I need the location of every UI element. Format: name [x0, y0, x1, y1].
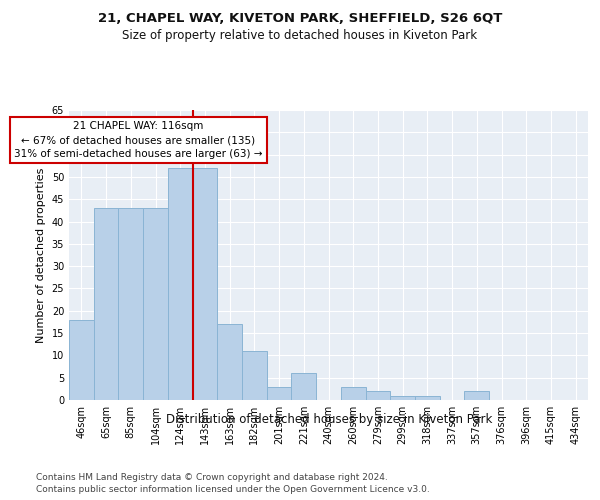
Bar: [390, 396, 415, 400]
Bar: [94, 208, 118, 400]
Text: Contains HM Land Registry data © Crown copyright and database right 2024.: Contains HM Land Registry data © Crown c…: [36, 472, 388, 482]
Bar: [464, 391, 489, 400]
Text: Distribution of detached houses by size in Kiveton Park: Distribution of detached houses by size …: [166, 412, 492, 426]
Bar: [217, 324, 242, 400]
Bar: [341, 386, 365, 400]
Bar: [242, 351, 267, 400]
Bar: [69, 320, 94, 400]
Bar: [415, 396, 440, 400]
Text: 21 CHAPEL WAY: 116sqm
← 67% of detached houses are smaller (135)
31% of semi-det: 21 CHAPEL WAY: 116sqm ← 67% of detached …: [14, 121, 262, 159]
Text: Contains public sector information licensed under the Open Government Licence v3: Contains public sector information licen…: [36, 485, 430, 494]
Y-axis label: Number of detached properties: Number of detached properties: [36, 168, 46, 342]
Text: 21, CHAPEL WAY, KIVETON PARK, SHEFFIELD, S26 6QT: 21, CHAPEL WAY, KIVETON PARK, SHEFFIELD,…: [98, 12, 502, 26]
Bar: [168, 168, 193, 400]
Bar: [118, 208, 143, 400]
Bar: [267, 386, 292, 400]
Bar: [365, 391, 390, 400]
Bar: [143, 208, 168, 400]
Text: Size of property relative to detached houses in Kiveton Park: Size of property relative to detached ho…: [122, 29, 478, 42]
Bar: [292, 373, 316, 400]
Bar: [193, 168, 217, 400]
